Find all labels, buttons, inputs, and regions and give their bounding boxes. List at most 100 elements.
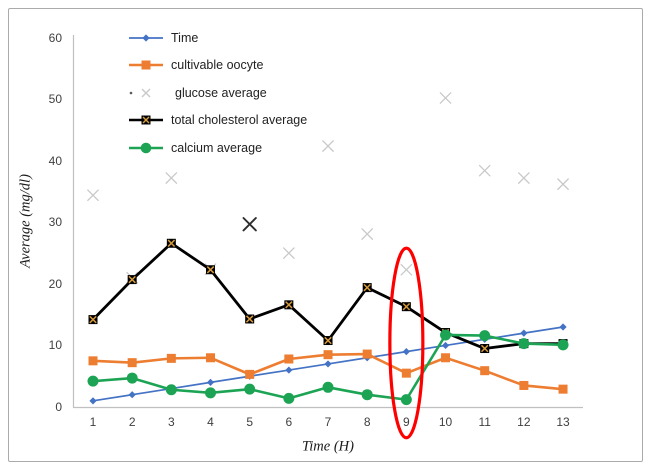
- data-point-x: [242, 217, 257, 232]
- legend-marker-total-cholesterol-average: [129, 115, 163, 125]
- legend-label-calcium-average: calcium average: [171, 140, 263, 155]
- data-point-square: [284, 354, 294, 364]
- legend-circle: [140, 142, 152, 154]
- data-point-circle: [440, 329, 452, 341]
- legend-label-glucose-average: glucose average: [175, 85, 267, 100]
- legend-square: [141, 60, 151, 70]
- data-point-diamond: [128, 391, 136, 399]
- y-tick-label-60: 60: [48, 30, 62, 45]
- x-tick-label-10: 10: [438, 415, 453, 429]
- data-point-square: [401, 368, 411, 378]
- xsquare-cross: [363, 283, 371, 292]
- data-point-circle: [400, 394, 412, 406]
- data-point-diamond: [89, 397, 97, 405]
- y-tick-label-10: 10: [48, 338, 62, 353]
- data-point-square: [519, 380, 529, 390]
- data-point-diamond: [324, 360, 332, 368]
- data-point-circle: [126, 372, 138, 384]
- legend-marker-glucose-average: [129, 88, 151, 98]
- data-point-square: [245, 369, 255, 379]
- xsquare-cross: [324, 336, 332, 345]
- data-point-x: [165, 172, 178, 184]
- legend-diamond: [142, 34, 150, 42]
- legend-marker-time: [129, 34, 163, 42]
- legend-x: [141, 88, 151, 98]
- x-axis-title: Time (H): [302, 438, 354, 455]
- x-tick-label-8: 8: [363, 415, 371, 429]
- legend-item-total-cholesterol-average: total cholesterol average: [128, 107, 307, 135]
- data-point-diamond: [559, 323, 567, 331]
- data-point-circle: [244, 383, 256, 395]
- x-tick-label-6: 6: [285, 415, 293, 429]
- y-tick-label-40: 40: [48, 153, 62, 168]
- data-point-diamond: [206, 378, 215, 386]
- x-tick-label-4: 4: [207, 415, 214, 429]
- data-point-x: [361, 228, 374, 240]
- xsquare-cross: [402, 302, 411, 311]
- legend-item-glucose-average: glucose average: [128, 79, 307, 107]
- data-point-circle: [205, 387, 217, 399]
- xsquare-cross: [128, 275, 136, 284]
- data-point-circle: [87, 375, 99, 387]
- legend-marker-calcium-average: [129, 142, 163, 154]
- data-point-x: [87, 189, 99, 202]
- data-point-circle: [322, 381, 334, 393]
- data-point-x: [478, 164, 491, 177]
- data-point-x: [322, 140, 334, 152]
- y-tick-label-50: 50: [48, 92, 62, 107]
- data-point-x: [518, 172, 530, 184]
- data-point-circle: [361, 389, 373, 401]
- series-calcium-average: [87, 329, 569, 406]
- legend-label-cultivable-oocyte: cultivable oocyte: [171, 58, 264, 73]
- data-point-square: [206, 353, 216, 363]
- data-point-circle: [557, 339, 569, 351]
- legend-item-cultivable-oocyte: cultivable oocyte: [128, 52, 307, 80]
- legend-marker-cultivable-oocyte: [129, 60, 163, 70]
- legend-dot: [129, 91, 133, 95]
- legend-label-time: Time: [171, 30, 199, 45]
- data-point-diamond: [402, 348, 410, 356]
- xsquare-cross: [206, 266, 215, 274]
- x-tick-label-7: 7: [324, 415, 332, 429]
- legend-item-calcium-average: calcium average: [128, 134, 307, 162]
- y-tick-label-0: 0: [55, 400, 62, 414]
- data-point-circle: [479, 330, 491, 342]
- data-point-x: [282, 247, 295, 259]
- x-tick-label-11: 11: [478, 415, 491, 429]
- x-tick-label-5: 5: [246, 415, 254, 429]
- legend-xsquare-cross: [142, 116, 150, 124]
- x-tick-label-9: 9: [403, 415, 410, 429]
- data-point-square: [127, 358, 137, 368]
- x-tick-label-2: 2: [128, 415, 136, 429]
- xsquare-cross: [480, 344, 489, 353]
- highlight-ellipse-annotation: [388, 246, 425, 440]
- data-point-square: [480, 366, 490, 376]
- data-point-diamond: [441, 341, 450, 350]
- y-tick-label-30: 30: [48, 215, 62, 230]
- data-point-x: [400, 263, 413, 276]
- data-point-circle: [518, 338, 530, 350]
- data-point-circle: [165, 384, 177, 396]
- series-total-cholesterol-average: [88, 238, 568, 354]
- data-point-square: [362, 349, 372, 359]
- xsquare-cross: [89, 315, 97, 324]
- legend-label-total-cholesterol-average: total cholesterol average: [171, 113, 308, 128]
- xsquare-cross: [285, 301, 293, 309]
- data-point-square: [88, 356, 98, 366]
- data-point-square: [558, 384, 568, 394]
- data-point-diamond: [520, 329, 528, 337]
- series-line: [91, 241, 564, 350]
- x-tick-label-12: 12: [517, 415, 531, 429]
- data-point-square: [166, 353, 176, 363]
- x-tick-label-3: 3: [167, 415, 175, 429]
- data-point-square: [323, 350, 333, 360]
- x-tick-label-13: 13: [556, 415, 570, 429]
- x-tick-label-1: 1: [89, 415, 97, 429]
- xsquare-cross: [245, 315, 254, 323]
- legend: Time cultivable oocyte glucose average tota…: [128, 24, 307, 162]
- data-point-diamond: [285, 366, 293, 374]
- data-point-circle: [283, 392, 295, 404]
- legend-item-time: Time: [128, 24, 307, 52]
